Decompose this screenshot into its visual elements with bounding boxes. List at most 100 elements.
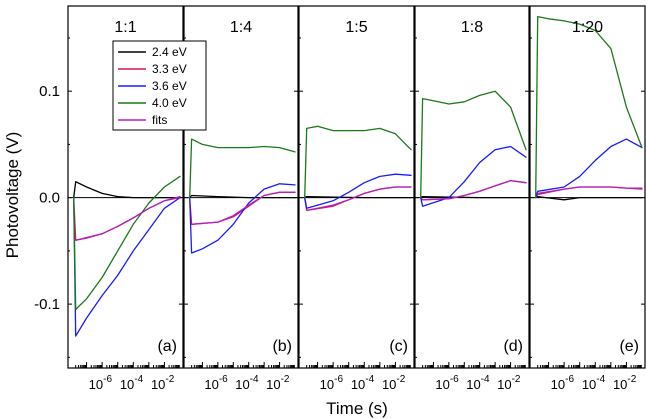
- series-line-4-0-ev: [189, 138, 296, 199]
- legend-label: fits: [152, 113, 167, 127]
- x-tick-exponent: -6: [219, 374, 228, 385]
- y-tick-label: 0.0: [39, 190, 60, 207]
- x-tick-base: 10: [551, 377, 565, 392]
- x-tick-exponent: -2: [281, 374, 290, 385]
- x-tick-exponent: -2: [396, 374, 405, 385]
- x-tick-label: 10 -6: [320, 374, 344, 392]
- series-line-3-3-ev: [304, 186, 412, 212]
- x-tick-base: 10: [613, 377, 627, 392]
- series-line-4-0-ev: [73, 175, 181, 311]
- y-axis-label: Photovoltage (V): [3, 132, 22, 259]
- panel-title: 1:8: [461, 19, 483, 36]
- series-line-2-4-ev: [420, 195, 527, 199]
- series-line-3-3-ev: [73, 196, 181, 241]
- series-line-2-4-ev: [73, 181, 181, 199]
- x-tick-exponent: -4: [596, 374, 605, 385]
- x-tick-exponent: -2: [165, 374, 174, 385]
- panel-title: 1:5: [345, 19, 367, 36]
- x-tick-label: 10 -6: [551, 374, 575, 392]
- series-line-fits: [190, 191, 296, 225]
- x-tick-exponent: -4: [250, 374, 259, 385]
- x-tick-label: 10 -6: [204, 374, 228, 392]
- panel-4: 10 -6 10 -4 10 -21:8(d): [414, 5, 530, 392]
- panel-frame: [414, 5, 530, 369]
- x-tick-exponent: -6: [565, 374, 574, 385]
- x-tick-exponent: -4: [481, 374, 490, 385]
- x-tick-base: 10: [497, 377, 511, 392]
- panel-label: (e): [619, 338, 639, 355]
- x-tick-label: 10 -4: [120, 374, 144, 392]
- series-line-3-6-ev: [189, 183, 296, 254]
- y-tick-labels: -0.1 0.0 0.1: [34, 83, 60, 313]
- x-tick-exponent: -4: [134, 374, 143, 385]
- x-tick-base: 10: [582, 377, 596, 392]
- x-tick-label: 10 -2: [266, 374, 290, 392]
- x-tick-base: 10: [266, 377, 280, 392]
- x-tick-base: 10: [120, 377, 134, 392]
- series-line-2-4-ev: [189, 194, 296, 199]
- panel-frame: [67, 5, 184, 369]
- x-tick-exponent: -2: [512, 374, 521, 385]
- panel-frame: [298, 5, 415, 369]
- series-line-fits: [421, 179, 527, 201]
- x-tick-label: 10 -4: [466, 374, 490, 392]
- series-line-3-6-ev: [73, 196, 181, 337]
- x-tick-label: 10 -2: [382, 374, 406, 392]
- panel-1: 10 -6 10 -4 10 -21:1(a): [67, 5, 184, 392]
- series-line-fits: [306, 186, 412, 212]
- x-tick-label: 10 -2: [613, 374, 637, 392]
- panel-title: 1:1: [114, 19, 136, 36]
- x-tick-exponent: -4: [365, 374, 374, 385]
- x-tick-base: 10: [435, 377, 449, 392]
- y-tick-label: 0.1: [39, 83, 60, 100]
- x-axis-label: Time (s): [326, 399, 388, 418]
- panel-label: (a): [157, 338, 177, 355]
- y-tick-label: -0.1: [34, 296, 60, 313]
- panel-frame: [183, 5, 299, 369]
- legend-label: 4.0 eV: [152, 96, 187, 110]
- x-tick-label: 10 -4: [582, 374, 606, 392]
- legend-label: 3.3 eV: [152, 62, 187, 76]
- panels: 10 -6 10 -4 10 -21:1(a)10 -6 10 -4 10 -21:4(b)10 -6…: [67, 5, 646, 392]
- x-tick-base: 10: [351, 377, 365, 392]
- series-line-3-6-ev: [535, 138, 643, 199]
- x-tick-label: 10 -2: [151, 374, 175, 392]
- series-line-fits: [537, 186, 643, 195]
- x-tick-base: 10: [382, 377, 396, 392]
- panel-label: (c): [389, 338, 408, 355]
- x-tick-label: 10 -6: [89, 374, 113, 392]
- series-line-3-6-ev: [420, 145, 527, 207]
- x-tick-label: 10 -4: [235, 374, 259, 392]
- series-line-4-0-ev: [304, 125, 412, 199]
- x-tick-base: 10: [89, 377, 103, 392]
- panel-3: 10 -6 10 -4 10 -21:5(c): [298, 5, 415, 392]
- series-line-3-6-ev: [304, 173, 412, 209]
- series-line-4-0-ev: [420, 90, 527, 199]
- x-tick-exponent: -6: [103, 374, 112, 385]
- series-line-4-0-ev: [535, 15, 643, 199]
- x-tick-exponent: -6: [334, 374, 343, 385]
- panel-label: (d): [503, 338, 523, 355]
- x-tick-base: 10: [320, 377, 334, 392]
- x-tick-base: 10: [235, 377, 249, 392]
- series-line-2-4-ev: [535, 195, 643, 201]
- panel-frame: [529, 5, 646, 369]
- x-tick-base: 10: [151, 377, 165, 392]
- x-tick-label: 10 -6: [435, 374, 459, 392]
- x-tick-label: 10 -4: [351, 374, 375, 392]
- x-tick-label: 10 -2: [497, 374, 521, 392]
- legend: 2.4 eV 3.3 eV 3.6 eV 4.0 eV fits: [112, 40, 207, 131]
- legend-label: 3.6 eV: [152, 79, 187, 93]
- series-line-2-4-ev: [304, 195, 412, 199]
- panel-5: 10 -6 10 -4 10 -21:20(e): [529, 5, 646, 392]
- x-tick-exponent: -2: [627, 374, 636, 385]
- panel-title: 1:4: [230, 19, 252, 36]
- x-tick-base: 10: [466, 377, 480, 392]
- x-tick-exponent: -6: [450, 374, 459, 385]
- panel-2: 10 -6 10 -4 10 -21:4(b): [183, 5, 299, 392]
- x-tick-base: 10: [204, 377, 218, 392]
- legend-label: 2.4 eV: [152, 45, 187, 59]
- panel-title: 1:20: [572, 19, 603, 36]
- panel-label: (b): [272, 338, 292, 355]
